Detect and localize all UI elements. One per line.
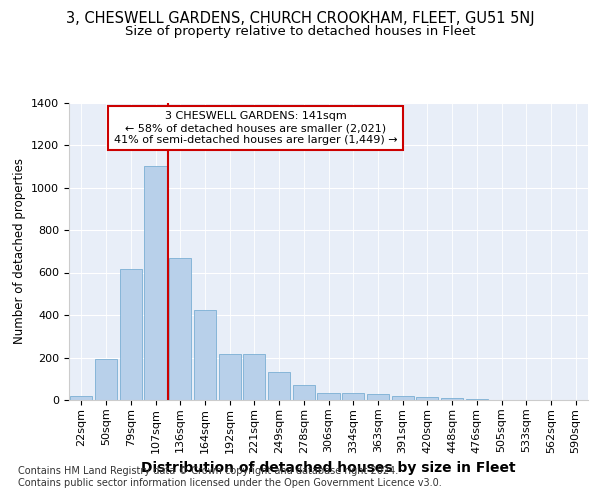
Bar	[317, 393, 340, 400]
Text: Contains HM Land Registry data © Crown copyright and database right 2024.
Contai: Contains HM Land Registry data © Crown c…	[18, 466, 442, 487]
Bar	[145, 166, 167, 400]
Bar	[194, 310, 216, 400]
Bar	[392, 396, 414, 400]
Bar	[416, 398, 439, 400]
Bar	[70, 396, 92, 400]
Bar	[218, 354, 241, 400]
Bar	[95, 358, 117, 400]
Bar	[169, 258, 191, 400]
Text: 3 CHESWELL GARDENS: 141sqm
← 58% of detached houses are smaller (2,021)
41% of s: 3 CHESWELL GARDENS: 141sqm ← 58% of deta…	[114, 112, 398, 144]
Bar	[243, 354, 265, 400]
Text: 3, CHESWELL GARDENS, CHURCH CROOKHAM, FLEET, GU51 5NJ: 3, CHESWELL GARDENS, CHURCH CROOKHAM, FL…	[65, 11, 535, 26]
Bar	[119, 270, 142, 400]
Bar	[441, 398, 463, 400]
Text: Size of property relative to detached houses in Fleet: Size of property relative to detached ho…	[125, 25, 475, 38]
Bar	[268, 372, 290, 400]
Y-axis label: Number of detached properties: Number of detached properties	[13, 158, 26, 344]
Bar	[342, 393, 364, 400]
Bar	[367, 394, 389, 400]
X-axis label: Distribution of detached houses by size in Fleet: Distribution of detached houses by size …	[141, 461, 516, 475]
Bar	[293, 385, 315, 400]
